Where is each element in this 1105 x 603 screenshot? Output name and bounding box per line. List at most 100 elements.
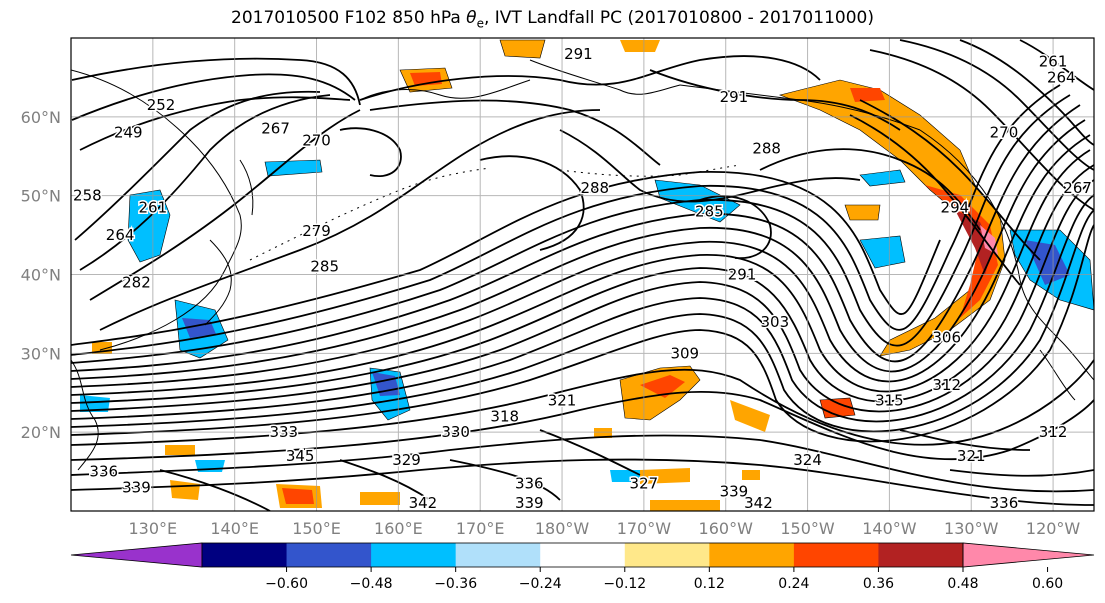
lon-tick-label: 170°E [456,519,505,538]
lat-tick-label: 30°N [21,344,61,363]
contour-line [71,224,1094,443]
title-subscript: e [476,16,484,31]
colorbar-segment [878,543,964,567]
coastline [204,239,232,326]
fill-positive [850,88,885,102]
fill-positive [640,375,685,398]
contour-label: 291 [720,88,749,106]
contour-label: 324 [793,451,822,469]
title-symbol: θ [466,8,477,28]
contour-label: 321 [548,392,577,410]
coastline [529,59,681,95]
contour-line [71,359,1094,446]
contour-line [449,459,561,501]
lon-tick-label: 170°W [617,519,672,538]
contour-line [539,429,641,476]
colorbar-extend-low [70,542,203,568]
lon-tick-label: 160°E [374,519,423,538]
contour-line [71,171,941,346]
lon-tick-label: 150°W [780,519,835,538]
contour-line [899,429,1031,451]
contour-label: 339 [122,478,151,496]
lat-tick-label: 60°N [21,108,61,127]
colorbar-tick-label: −0.60 [265,576,308,592]
map-frame [70,37,1095,512]
lon-tick-label: 180°W [535,519,590,538]
contour-label: 261 [139,198,168,216]
latitude-tick-labels: 20°N 30°N 40°N 50°N 60°N [21,108,61,442]
colorbar-frame [201,542,964,568]
contour-label: 252 [147,96,176,114]
contour-line [359,55,821,101]
coastline [71,69,242,351]
contour-label: 321 [957,447,986,465]
contour-line [71,73,356,121]
contour-label: 330 [441,423,470,441]
contour-label: 279 [302,222,331,240]
coastline [919,129,1094,381]
contour-line [1019,39,1094,91]
contour-label: 339 [720,482,749,500]
colorbar-tick-label: 0.48 [947,576,978,592]
lon-tick-label: 130°E [129,519,178,538]
contour-line [759,148,981,231]
contour-label: 306 [932,329,961,347]
title-prefix: 2017010500 F102 850 hPa [231,8,467,28]
lon-tick-label: 150°E [292,519,341,538]
contour-line [71,194,1094,423]
colorbar-tick-label: 0.60 [1032,576,1063,592]
contour-label: 318 [490,407,519,425]
coastline [1039,349,1076,401]
contour-line [369,99,661,166]
title-suffix: , IVT Landfall PC (2017010800 - 20170110… [483,8,874,28]
lon-tick-label: 140°E [210,519,259,538]
contour-label: 285 [695,202,724,220]
fill-positive [499,39,546,59]
contour-label: 329 [392,451,421,469]
lon-tick-label: 160°W [699,519,754,538]
contour-label: 288 [580,179,609,197]
contour-line [159,469,271,511]
fill-negative [264,159,323,177]
contour-label: 312 [932,376,961,394]
contour-label: 315 [875,392,904,410]
fill-negative [859,169,906,187]
coastline [71,359,99,471]
contour-label: 258 [73,187,102,205]
contour-label: 336 [515,474,544,492]
fill-positive [282,488,314,504]
contour-line [71,94,1071,364]
contour-label: 339 [515,494,544,512]
contour-line [959,39,1094,146]
fill-positive [844,204,881,221]
contour-label: 288 [752,139,781,157]
contour-label: 267 [1063,179,1092,197]
contour-label: 270 [990,124,1019,142]
fill-positive [360,492,400,505]
colorbar-tick-label: 0.24 [778,576,809,592]
contour-line [71,134,1091,388]
contour-line [71,164,1094,404]
fill-positive [620,40,660,52]
contour-line [71,209,1094,433]
contour-line [339,459,431,501]
page-title: 2017010500 F102 850 hPa θe, IVT Landfall… [0,8,1105,30]
colorbar-segment [455,543,541,567]
fill-positive [819,397,856,419]
contour-line [559,129,861,203]
colorbar-tick-label: −0.36 [434,576,477,592]
contour-line [899,39,1094,171]
coastline [359,79,531,101]
colorbar-tick-label: 0.12 [694,576,725,592]
contour-line [479,155,585,251]
fill-positive [980,225,998,255]
contour-line [849,114,1021,286]
contour-line [99,109,601,331]
contour-line [79,96,351,151]
lat-tick-label: 40°N [21,266,61,285]
contour-label: 303 [761,313,790,331]
colorbar-segment [709,543,795,567]
